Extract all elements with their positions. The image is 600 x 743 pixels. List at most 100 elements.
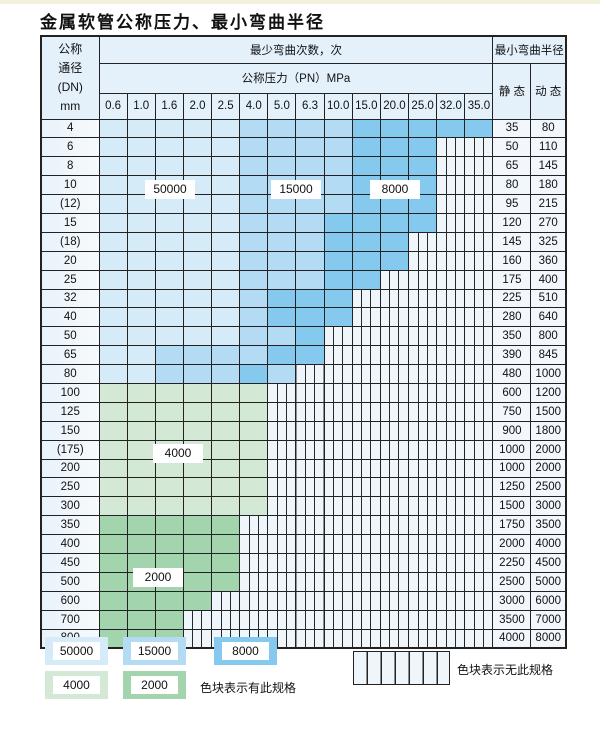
dn-cell: 150 xyxy=(40,420,100,441)
cycles-cell-8000 xyxy=(295,326,325,347)
unavailable-cell xyxy=(351,364,381,384)
unavailable-cell xyxy=(351,628,381,649)
unavailable-cell xyxy=(436,382,466,403)
cycles-cell-15000 xyxy=(267,250,297,271)
cycles-cell-4000 xyxy=(182,401,213,422)
unavailable-cell xyxy=(182,609,213,630)
unavailable-cell xyxy=(351,609,381,630)
unavailable-cell xyxy=(436,194,466,214)
unavailable-cell xyxy=(379,307,410,328)
cycles-cell-15000 xyxy=(154,345,184,366)
cycles-cell-15000 xyxy=(154,364,184,384)
dynamic-radius-cell: 6000 xyxy=(530,590,567,611)
unavailable-cell xyxy=(436,137,466,158)
unavailable-cell xyxy=(379,420,410,441)
table-row: 200 1000 2000 xyxy=(40,458,567,479)
cycles-cell-4000 xyxy=(154,420,184,441)
cycles-cell-15000 xyxy=(239,326,269,347)
table-row: (18) 145 325 xyxy=(40,231,567,252)
cycles-cell-50000 xyxy=(182,307,213,328)
cycles-cell-15000 xyxy=(267,137,297,158)
static-radius-cell: 2250 xyxy=(492,552,532,573)
dn-label-line: 公称 xyxy=(58,41,83,56)
cycles-cell-15000 xyxy=(295,156,325,177)
legend-unavailable-swatch xyxy=(353,651,450,685)
dynamic-radius-cell: 1800 xyxy=(530,420,567,441)
cycles-cell-8000 xyxy=(379,212,410,233)
unavailable-cell xyxy=(464,137,494,158)
dynamic-radius-cell: 360 xyxy=(530,250,567,271)
unavailable-cell xyxy=(295,628,325,649)
cycles-cell-50000 xyxy=(211,212,241,233)
dynamic-radius-cell: 400 xyxy=(530,269,567,290)
unavailable-cell xyxy=(436,458,466,479)
unavailable-cell xyxy=(211,609,241,630)
unavailable-cell xyxy=(211,590,241,611)
unavailable-cell xyxy=(408,552,438,573)
cycles-cell-8000 xyxy=(351,137,381,158)
static-radius-cell: 225 xyxy=(492,288,532,309)
cycles-cell-4000 xyxy=(182,458,213,479)
dn-cell: (12) xyxy=(40,194,100,214)
static-radius-cell: 50 xyxy=(492,137,532,158)
cycles-cell-50000 xyxy=(211,156,241,177)
dynamic-header: 动 态 xyxy=(530,62,567,120)
unavailable-cell xyxy=(267,609,297,630)
cycles-cell-15000 xyxy=(323,175,353,196)
cycles-cell-2000 xyxy=(154,590,184,611)
table-row: 15 120 270 xyxy=(40,212,567,233)
unavailable-cell xyxy=(295,590,325,611)
unavailable-cell xyxy=(436,552,466,573)
cycles-cell-50000 xyxy=(126,269,156,290)
unavailable-cell xyxy=(239,534,269,554)
region-label-50000: 50000 xyxy=(145,180,195,199)
cycles-cell-15000 xyxy=(295,118,325,139)
dn-cell: 10 xyxy=(40,175,100,196)
unavailable-cell xyxy=(239,590,269,611)
static-radius-cell: 65 xyxy=(492,156,532,177)
dn-cell: 4 xyxy=(40,118,100,139)
unavailable-cell xyxy=(436,288,466,309)
cycles-cell-4000 xyxy=(211,458,241,479)
cycles-cell-8000 xyxy=(408,212,438,233)
cycles-cell-4000 xyxy=(154,382,184,403)
unavailable-cell xyxy=(379,628,410,649)
cycles-cell-2000 xyxy=(211,534,241,554)
cycles-cell-50000 xyxy=(154,156,184,177)
pressure-col-header: 10.0 xyxy=(323,92,353,120)
dynamic-radius-cell: 800 xyxy=(530,326,567,347)
unavailable-cell xyxy=(408,401,438,422)
table-row: 400 2000 4000 xyxy=(40,534,567,554)
cycles-cell-15000 xyxy=(267,269,297,290)
cycles-cell-4000 xyxy=(211,496,241,517)
cycles-cell-2000 xyxy=(126,534,156,554)
static-radius-cell: 600 xyxy=(492,382,532,403)
pressure-header: 公称压力（PN）MPa xyxy=(98,62,494,94)
unavailable-cell xyxy=(464,345,494,366)
cycles-cell-15000 xyxy=(267,326,297,347)
unavailable-cell xyxy=(436,439,466,460)
unavailable-cell xyxy=(436,477,466,498)
cycles-cell-50000 xyxy=(154,269,184,290)
unavailable-cell xyxy=(351,515,381,536)
unavailable-cell xyxy=(379,515,410,536)
cycles-cell-4000 xyxy=(154,496,184,517)
cycles-cell-15000 xyxy=(267,156,297,177)
cycles-cell-4000 xyxy=(239,477,269,498)
cycles-cell-8000 xyxy=(408,118,438,139)
pressure-col-header: 2.5 xyxy=(211,92,241,120)
unavailable-cell xyxy=(351,401,381,422)
unavailable-cell xyxy=(379,458,410,479)
unavailable-cell xyxy=(436,269,466,290)
unavailable-cell xyxy=(408,628,438,649)
cycles-cell-8000 xyxy=(323,307,353,328)
unavailable-cell xyxy=(408,458,438,479)
dn-cell: 350 xyxy=(40,515,100,536)
cycles-cell-8000 xyxy=(323,250,353,271)
static-radius-cell: 900 xyxy=(492,420,532,441)
table-row: 50 350 800 xyxy=(40,326,567,347)
unavailable-cell xyxy=(323,590,353,611)
unavailable-cell xyxy=(436,496,466,517)
unavailable-cell xyxy=(379,345,410,366)
dn-cell: 250 xyxy=(40,477,100,498)
